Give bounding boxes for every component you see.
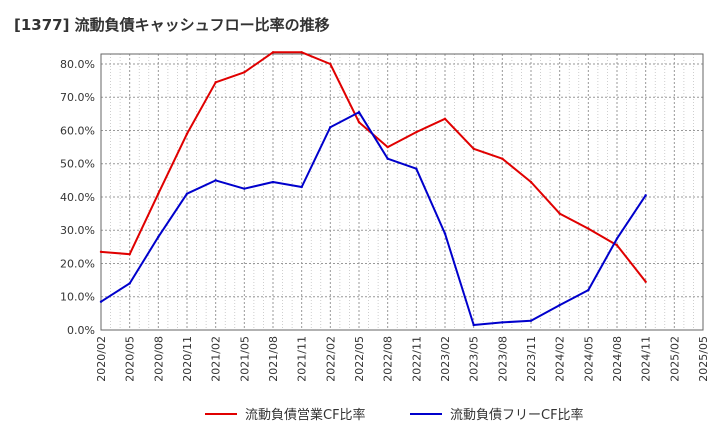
x-tick-label: 2020/02 bbox=[95, 336, 108, 382]
x-tick-label: 2022/08 bbox=[382, 336, 395, 382]
x-tick-label: 2024/11 bbox=[640, 336, 653, 382]
grid-layer bbox=[100, 54, 704, 331]
y-tick-label: 0.0% bbox=[67, 324, 95, 337]
data-point bbox=[587, 227, 590, 230]
data-point bbox=[415, 130, 418, 134]
data-point bbox=[99, 250, 103, 254]
data-point bbox=[128, 282, 131, 285]
y-tick-label: 20.0% bbox=[60, 257, 95, 270]
x-tick-label: 2024/05 bbox=[582, 336, 595, 382]
data-point bbox=[99, 300, 103, 303]
data-point bbox=[558, 212, 561, 215]
x-tick-label: 2024/02 bbox=[554, 336, 567, 382]
x-tick-label: 2023/08 bbox=[496, 336, 509, 382]
data-point bbox=[472, 147, 475, 150]
data-point bbox=[300, 51, 303, 54]
data-point bbox=[329, 62, 332, 66]
x-tick-label: 2020/11 bbox=[181, 336, 194, 382]
chart-title: [1377] 流動負債キャッシュフロー比率の推移 bbox=[14, 16, 330, 34]
y-tick-label: 70.0% bbox=[60, 91, 95, 104]
data-point bbox=[615, 244, 619, 247]
series-layer bbox=[99, 51, 647, 327]
legend-label-2: 流動負債フリーCF比率 bbox=[450, 407, 584, 423]
data-point bbox=[243, 187, 246, 190]
data-point bbox=[529, 319, 533, 322]
series-line-2 bbox=[100, 111, 647, 326]
x-tick-label: 2022/11 bbox=[410, 336, 423, 382]
x-tick-label: 2023/05 bbox=[468, 336, 481, 382]
data-point bbox=[128, 252, 131, 256]
data-point bbox=[558, 303, 561, 307]
y-tick-label: 10.0% bbox=[60, 291, 95, 304]
x-tick-label: 2022/02 bbox=[324, 336, 337, 382]
data-point bbox=[386, 157, 389, 160]
data-point bbox=[157, 235, 160, 239]
data-point bbox=[329, 125, 332, 129]
data-point bbox=[214, 81, 217, 84]
data-point bbox=[185, 132, 189, 136]
data-point bbox=[443, 232, 447, 235]
y-tick-label: 60.0% bbox=[60, 124, 95, 137]
data-point bbox=[443, 117, 447, 121]
data-point bbox=[529, 180, 533, 184]
data-point bbox=[271, 180, 275, 184]
data-point bbox=[214, 179, 217, 182]
x-tick-label: 2021/08 bbox=[267, 336, 280, 382]
data-point bbox=[644, 280, 647, 283]
data-point bbox=[615, 237, 619, 240]
data-point bbox=[501, 321, 504, 324]
x-tick-label: 2025/05 bbox=[697, 336, 710, 382]
data-point bbox=[271, 51, 275, 54]
data-point bbox=[501, 157, 504, 160]
data-point bbox=[185, 192, 189, 195]
x-tick-label: 2024/08 bbox=[611, 336, 624, 382]
data-point bbox=[386, 145, 389, 149]
data-point bbox=[357, 110, 361, 114]
data-point bbox=[243, 71, 246, 74]
x-tick-label: 2022/05 bbox=[353, 336, 366, 382]
data-point bbox=[587, 288, 590, 292]
x-axis-ticks: 2020/02 2020/05 2020/08 2020/11 2021/02 2021/… bbox=[95, 336, 710, 382]
data-point bbox=[472, 323, 475, 327]
x-tick-label: 2023/02 bbox=[439, 336, 452, 382]
x-tick-label: 2020/05 bbox=[124, 336, 137, 382]
data-point bbox=[644, 194, 647, 197]
data-point bbox=[415, 167, 418, 170]
data-point bbox=[357, 120, 361, 124]
series-line-1 bbox=[100, 51, 647, 283]
y-tick-label: 50.0% bbox=[60, 158, 95, 171]
x-tick-label: 2023/11 bbox=[525, 336, 538, 382]
y-tick-label: 30.0% bbox=[60, 224, 95, 237]
x-tick-label: 2021/02 bbox=[210, 336, 223, 382]
legend-label-1: 流動負債営業CF比率 bbox=[245, 407, 366, 423]
y-axis-ticks: 0.0% 10.0% 20.0% 30.0% 40.0% 50.0% 60.0% 70.0% 8… bbox=[60, 58, 95, 337]
data-point bbox=[157, 192, 160, 195]
y-tick-label: 80.0% bbox=[60, 58, 95, 71]
legend: 流動負債営業CF比率 流動負債フリーCF比率 bbox=[205, 407, 584, 423]
x-tick-label: 2020/08 bbox=[152, 336, 165, 382]
x-tick-label: 2025/02 bbox=[668, 336, 681, 382]
x-tick-label: 2021/11 bbox=[296, 336, 309, 382]
y-tick-label: 40.0% bbox=[60, 191, 95, 204]
data-point bbox=[300, 185, 303, 189]
x-tick-label: 2021/05 bbox=[238, 336, 251, 382]
plot-area-frame bbox=[100, 53, 704, 331]
